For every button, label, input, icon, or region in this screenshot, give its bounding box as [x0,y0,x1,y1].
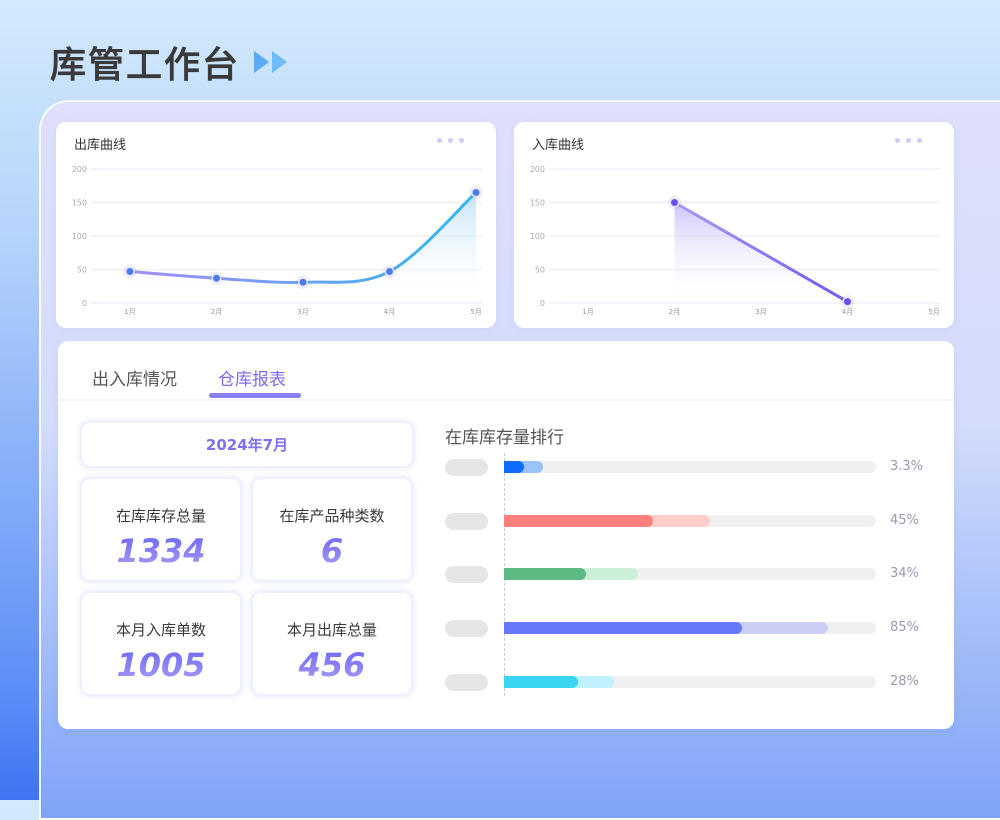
data-point[interactable] [671,199,678,206]
ranking-label-placeholder [445,673,488,691]
ranking-label-placeholder [445,512,488,530]
y-tick-label: 100 [72,232,87,241]
stat-value: 1334 [82,532,240,570]
data-point[interactable] [213,274,220,282]
stat-label: 本月入库单数 [115,621,206,639]
y-tick-label: 200 [72,165,87,174]
inbound-chart: 0 50 100 150 200 1月 2月 3月 4月 5月 [530,165,940,316]
stat-card: 在库库存总量 1334 [80,477,242,582]
ranking-title: 在库库存量排行 [445,428,564,448]
data-point[interactable] [844,298,851,306]
ranking-percent: 34% [890,566,919,582]
x-tick-label: 2月 [669,308,680,316]
ranking-bar-primary [504,622,743,635]
data-point[interactable] [386,268,393,276]
ranking-bar-primary [504,568,586,581]
stat-value: 1005 [82,646,240,684]
stat-label: 在库产品种类数 [279,507,385,525]
active-tab-indicator [209,393,301,398]
ranking-bar-primary [504,514,653,527]
ranking-row: 34% [445,566,935,584]
ranking-row: 3.3% [445,459,935,476]
series-line [673,201,849,304]
ranking-percent: 85% [890,620,919,636]
ranking-row: 45% [445,512,935,530]
stat-card: 在库产品种类数 6 [251,477,413,582]
stat-card: 本月入库单数 1005 [80,591,242,696]
ranking-percent: 45% [890,512,919,528]
stat-label: 本月出库总量 [286,621,377,639]
ranking-label-placeholder [445,620,488,638]
y-tick-label: 200 [530,165,545,174]
y-tick-label: 50 [535,266,545,275]
x-tick-label: 3月 [755,308,766,316]
chart-title: 入库曲线 [532,138,585,153]
y-tick-label: 150 [72,199,87,208]
x-tick-label: 2月 [211,308,222,316]
more-icon[interactable] [437,138,464,143]
ranking-track [504,568,876,581]
data-point[interactable] [299,278,307,286]
x-tick-label: 5月 [470,308,481,316]
x-tick-label: 1月 [582,308,593,316]
data-point[interactable] [472,188,480,196]
ranking-track [504,461,876,473]
outbound-chart-card: 出库曲线 0 50 100 150 200 1月 2月 3月 4月 5月 [56,122,496,328]
y-tick-label: 50 [77,266,87,275]
y-tick-label: 100 [530,232,545,241]
stat-label: 在库库存总量 [115,507,206,525]
stat-value: 6 [253,532,411,570]
ranking-track [504,675,876,688]
double-arrow-icon [254,51,290,73]
stat-card: 本月出库总量 456 [251,591,413,696]
ranking-percent: 3.3% [890,459,924,474]
outbound-chart: 0 50 100 150 200 1月 2月 3月 4月 5月 [72,165,483,316]
ranking-label-placeholder [445,566,488,584]
x-tick-label: 4月 [384,308,395,316]
page-title: 库管工作台 [50,36,290,88]
chart-title: 出库曲线 [74,138,127,153]
ranking-percent: 28% [890,673,919,689]
data-point[interactable] [126,268,134,276]
tab-warehouse-report[interactable]: 仓库报表 [218,370,286,390]
ranking-track [504,622,876,635]
ranking-label-placeholder [445,459,488,476]
stat-value: 456 [253,646,411,684]
x-tick-label: 4月 [842,308,853,316]
ranking-bar-primary [504,461,525,473]
ranking-row: 85% [445,620,935,638]
y-tick-label: 0 [540,299,545,308]
report-card: 出入库情况 仓库报表 2024年7月 在库库存总量 1334 在库产品种类数 6… [58,341,954,729]
inbound-chart-card: 入库曲线 0 50 100 150 200 1月 2月 3月 4月 5月 [514,122,954,328]
ranking-bar-primary [504,675,579,688]
y-tick-label: 150 [530,199,545,208]
ranking-row: 28% [445,673,935,691]
y-tick-label: 0 [82,299,87,308]
page-title-text: 库管工作台 [50,45,241,86]
tab-divider [58,399,954,401]
report-date[interactable]: 2024年7月 [80,421,414,468]
more-icon[interactable] [895,138,922,143]
x-tick-label: 3月 [297,308,308,316]
x-tick-label: 1月 [124,308,135,316]
ranking-track [504,514,876,527]
x-tick-label: 5月 [928,308,939,316]
tab-inout[interactable]: 出入库情况 [92,370,177,390]
